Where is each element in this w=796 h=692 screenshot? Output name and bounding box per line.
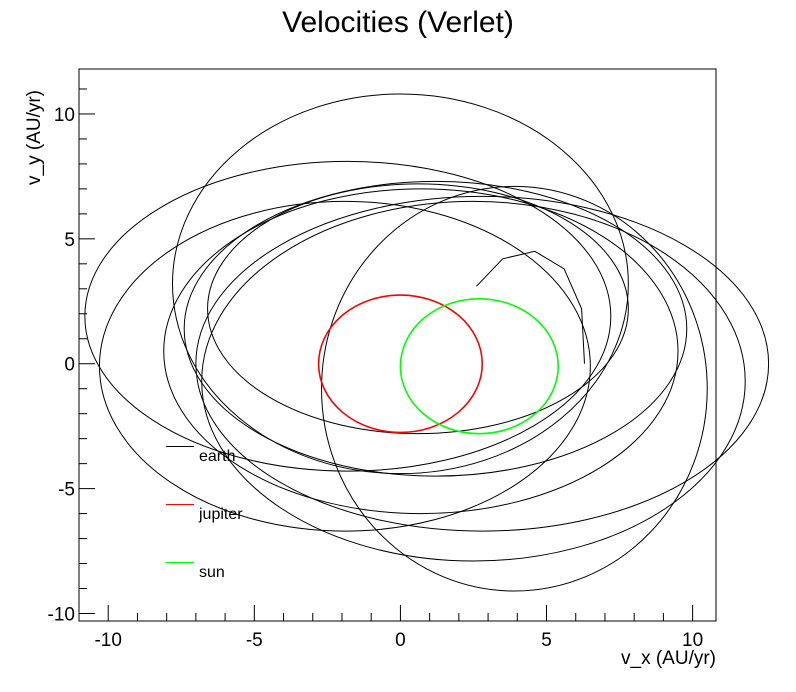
legend: earth jupiter sun: [166, 430, 286, 590]
series-earth: [84, 93, 770, 592]
plot-frame: [78, 68, 717, 622]
chart-title: Velocities (Verlet): [282, 6, 514, 39]
axis-layer: -10 -5 0 5 10 -10 -5 0 5 10: [48, 88, 703, 651]
x-tick-label: 10: [682, 630, 703, 651]
legend-item-sun: sun: [166, 554, 286, 581]
earth-loop-8: [183, 180, 688, 477]
earth-loop-3: [163, 188, 679, 515]
series-sun: [399, 297, 560, 435]
earth-loop-6: [201, 200, 746, 562]
x-tick-label: -10: [94, 630, 121, 651]
series-jupiter: [317, 294, 484, 434]
x-tick-label: 0: [395, 630, 406, 651]
earth-loop-9: [207, 183, 629, 435]
legend-label-jupiter: jupiter: [199, 506, 243, 523]
legend-item-earth: earth: [166, 438, 286, 465]
x-tick-label: -5: [246, 630, 263, 651]
y-tick-label: -5: [58, 480, 75, 501]
earth-loop-2: [172, 93, 629, 475]
y-tick-label: -10: [48, 605, 75, 626]
earth-loop-7: [84, 160, 612, 472]
series-layer: [84, 93, 770, 592]
x-axis-label: v_x (AU/yr): [621, 648, 716, 669]
legend-line-sun: [166, 562, 194, 563]
y-tick-label: 0: [64, 355, 75, 376]
y-tick-label: 10: [54, 105, 75, 126]
earth-loop-1: [195, 195, 770, 532]
jupiter-loop-1: [317, 294, 484, 434]
sun-loop-1: [399, 297, 560, 435]
legend-label-earth: earth: [199, 448, 236, 465]
y-axis-label: v_y (AU/yr): [24, 90, 45, 185]
x-tick-label: 5: [541, 630, 552, 651]
legend-label-sun: sun: [199, 564, 225, 581]
legend-line-earth: [166, 446, 194, 447]
legend-item-jupiter: jupiter: [166, 496, 286, 523]
earth-loop-4: [321, 185, 708, 592]
earth-trajectory-tail: [476, 250, 585, 364]
y-tick-label: 5: [64, 230, 75, 251]
legend-line-jupiter: [166, 504, 194, 505]
